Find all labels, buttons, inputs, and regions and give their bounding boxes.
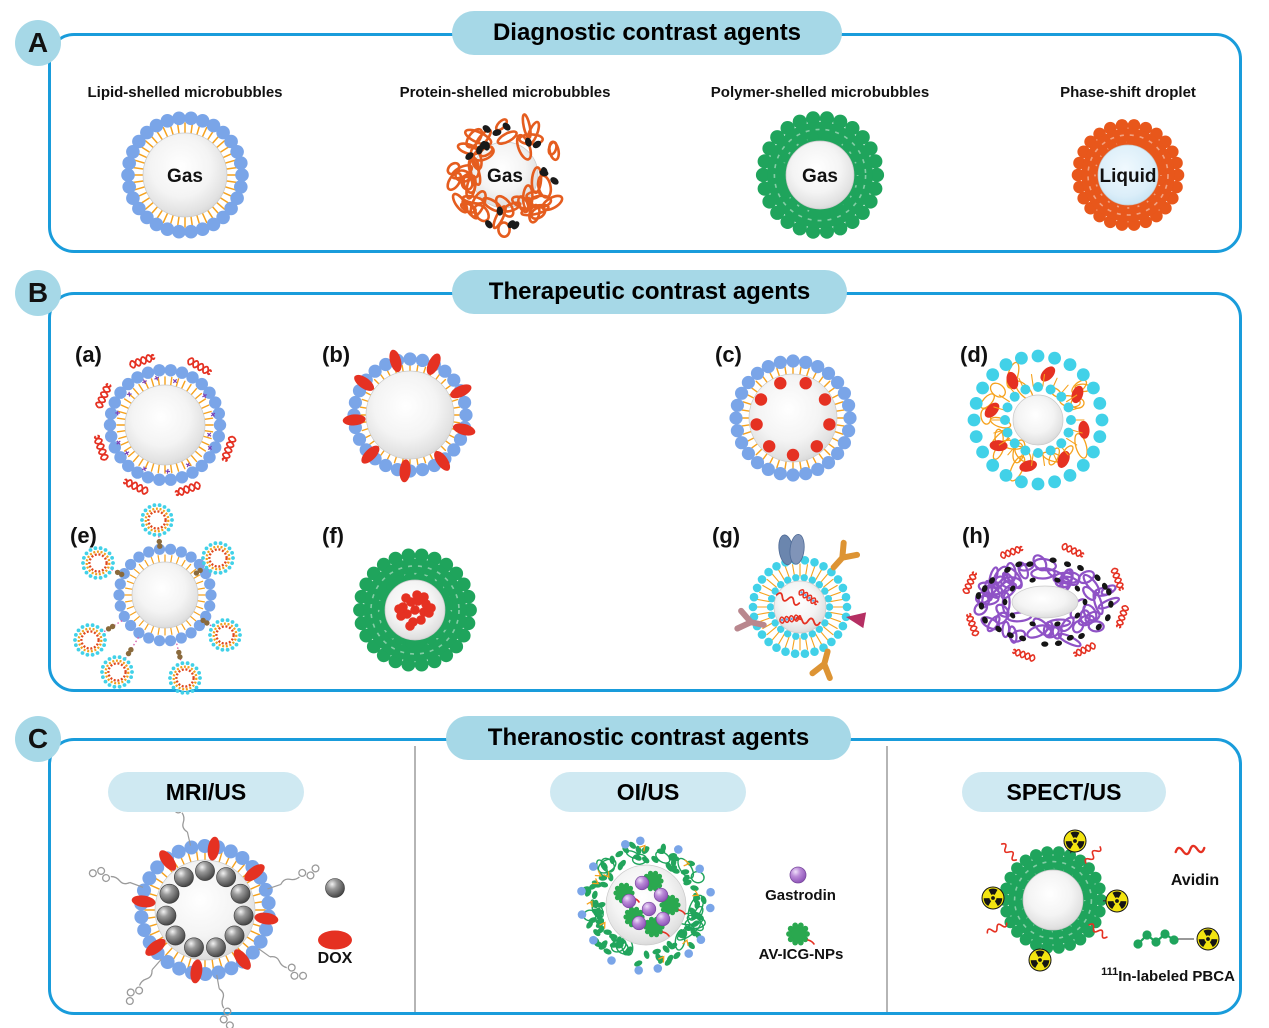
gas-core-label: Gas xyxy=(487,166,523,187)
panel-b-title: Therapeutic contrast agents xyxy=(452,270,847,314)
oi-us-nanoparticle-figure xyxy=(577,836,715,975)
mri-us-title: MRI/US xyxy=(108,772,304,812)
legend-label-av-icg-nps: AV-ICG-NPs xyxy=(758,946,844,963)
panel-a-badge: A xyxy=(15,20,61,66)
protein-microbubble-figure: Gas xyxy=(446,113,564,238)
item-c-label: (c) xyxy=(715,342,742,367)
liquid-core-label: Liquid xyxy=(1100,166,1157,187)
drug-inner-leaflet-microbubble-figure xyxy=(729,354,857,482)
drug-core-polymer-particle-figure xyxy=(353,548,477,672)
mri-legend-icons xyxy=(318,878,352,950)
legend-label-avidin: Avidin xyxy=(1170,872,1220,889)
item-h-label: (h) xyxy=(962,523,991,548)
gas-core-label: Gas xyxy=(167,166,203,187)
item-d-label: (d) xyxy=(960,342,989,367)
panel-a-title: Diagnostic contrast agents xyxy=(452,11,842,55)
section-divider-2 xyxy=(886,746,888,1012)
panel-c-badge: C xyxy=(15,716,61,762)
double-layer-drug-microbubble-figure xyxy=(967,349,1109,491)
item-f-label: (f) xyxy=(322,523,344,548)
polymer-microbubble-figure: Gas xyxy=(755,111,885,239)
panel-b-badge: B xyxy=(15,270,61,316)
label-phase-shift-droplet: Phase-shift droplet xyxy=(1060,84,1196,101)
targeted-nucleic-acid-bubble-figure xyxy=(734,533,867,681)
legend-label-gastrodin: Gastrodin xyxy=(765,887,836,904)
lipid-microbubble-figure: Gas xyxy=(121,111,249,239)
drug-in-shell-microbubble-figure xyxy=(342,349,476,483)
avidin-squiggle-icon xyxy=(1174,844,1206,856)
av-icg-np-icon xyxy=(786,922,815,946)
label-protein-microbubbles: Protein-shelled microbubbles xyxy=(399,84,611,101)
legend-label-in111-pbca: 111In-labeled PBCA xyxy=(1101,966,1235,985)
legend-label-dox: DOX xyxy=(317,950,353,967)
in111-pbca-icon xyxy=(1133,927,1220,951)
item-b-label: (b) xyxy=(322,342,351,367)
spect-us-microbubble-figure xyxy=(981,829,1129,972)
gastrodin-icon xyxy=(789,866,807,884)
label-polymer-microbubbles: Polymer-shelled microbubbles xyxy=(710,84,930,101)
item-a-label: (a) xyxy=(75,342,102,367)
oi-us-title: OI/US xyxy=(550,772,746,812)
isotope-superscript: 111 xyxy=(1101,966,1119,978)
item-e-label: (e) xyxy=(70,523,97,548)
polymer-torus-gene-carrier-figure xyxy=(962,542,1130,662)
section-divider-1 xyxy=(414,746,416,1012)
gas-core-label: Gas xyxy=(802,166,838,187)
mri-us-microbubble-figure xyxy=(88,791,320,1028)
liposome-conjugated-microbubble-figure xyxy=(73,503,242,695)
label-lipid-microbubbles: Lipid-shelled microbubbles xyxy=(87,84,283,101)
gene-loaded-microbubble-figure xyxy=(93,353,237,497)
spect-us-title: SPECT/US xyxy=(962,772,1166,812)
item-g-label: (g) xyxy=(712,523,741,548)
panel-c-title: Theranostic contrast agents xyxy=(446,716,851,760)
phase-shift-droplet-figure: Liquid xyxy=(1071,119,1185,231)
